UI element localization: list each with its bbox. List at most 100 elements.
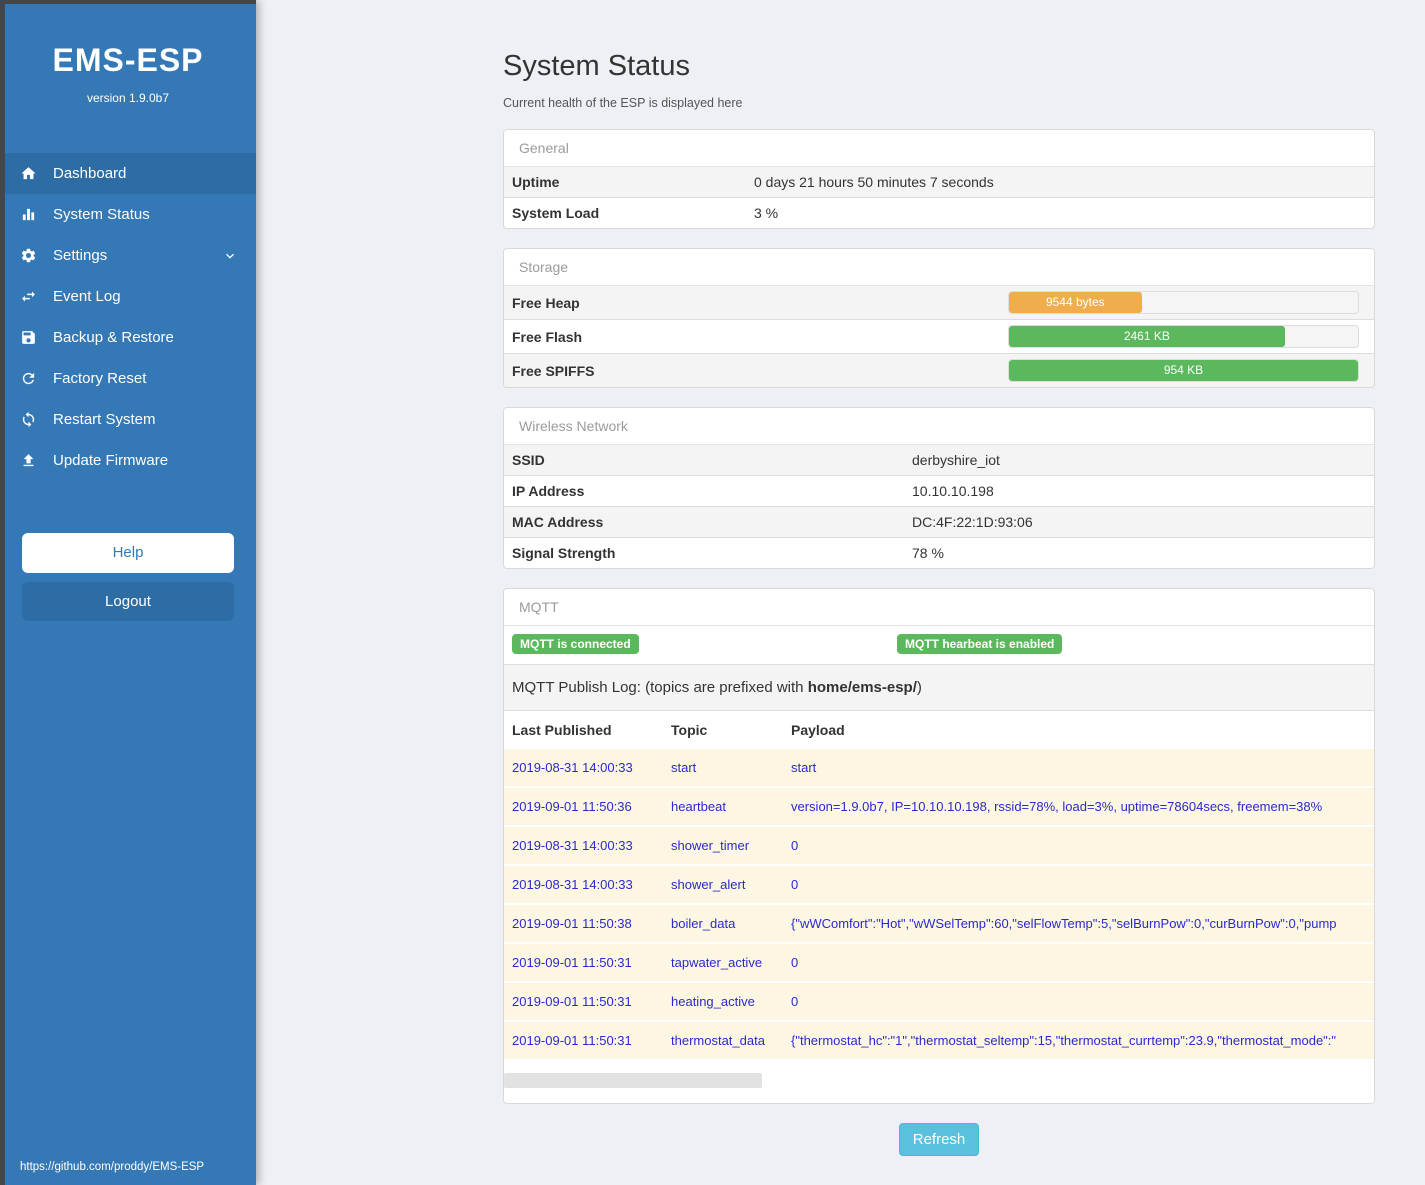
general-card-header: General: [504, 130, 1374, 167]
help-button[interactable]: Help: [22, 533, 234, 573]
sync-icon: [18, 411, 38, 428]
free-heap-row: Free Heap 9544 bytes: [504, 286, 1374, 319]
mqtt-connected-badge: MQTT is connected: [512, 634, 639, 654]
sidebar-item-label: Factory Reset: [53, 370, 147, 387]
page-title: System Status: [503, 50, 690, 82]
ip-address-row: IP Address 10.10.10.198: [504, 475, 1374, 506]
sidebar-item-factory-reset[interactable]: Factory Reset: [0, 358, 256, 399]
sidebar-item-restart-system[interactable]: Restart System: [0, 399, 256, 440]
horizontal-scrollbar[interactable]: [504, 1073, 762, 1088]
sidebar-item-label: Update Firmware: [53, 452, 169, 469]
cell-topic: shower_alert: [671, 877, 746, 892]
system-load-value: 3 %: [754, 205, 779, 221]
window-edge-left: [0, 0, 5, 1185]
storage-card-header: Storage: [504, 249, 1374, 286]
upload-icon: [18, 452, 38, 469]
free-flash-row: Free Flash 2461 KB: [504, 319, 1374, 353]
refresh-button[interactable]: Refresh: [898, 1123, 980, 1156]
ip-address-label: IP Address: [512, 483, 585, 499]
gear-icon: [18, 247, 38, 264]
sidebar-item-system-status[interactable]: System Status: [0, 194, 256, 235]
ssid-label: SSID: [512, 452, 545, 468]
system-load-row: System Load 3 %: [504, 197, 1374, 228]
mqtt-publish-log-title: MQTT Publish Log: (topics are prefixed w…: [504, 664, 1374, 711]
save-icon: [18, 329, 38, 346]
cell-last-published: 2019-09-01 11:50:31: [512, 955, 632, 970]
github-link[interactable]: https://github.com/proddy/EMS-ESP: [20, 1161, 205, 1173]
table-row: 2019-09-01 11:50:31 tapwater_active 0: [504, 944, 1374, 983]
system-load-label: System Load: [512, 205, 600, 221]
col-header-payload: Payload: [791, 722, 845, 738]
cell-payload: start: [791, 760, 817, 775]
table-row: 2019-09-01 11:50:31 thermostat_data {"th…: [504, 1022, 1374, 1061]
uptime-value: 0 days 21 hours 50 minutes 7 seconds: [754, 174, 994, 190]
log-table-header: Last Published Topic Payload: [504, 711, 1374, 749]
general-card: General Uptime 0 days 21 hours 50 minute…: [503, 129, 1375, 229]
sidebar-item-update-firmware[interactable]: Update Firmware: [0, 440, 256, 481]
cell-payload: {"wWComfort":"Hot","wWSelTemp":60,"selFl…: [791, 916, 1337, 931]
free-spiffs-progress-track: 954 KB: [1008, 359, 1359, 382]
cell-topic: heating_active: [671, 994, 755, 1009]
free-spiffs-row: Free SPIFFS 954 KB: [504, 353, 1374, 387]
cell-topic: boiler_data: [671, 916, 736, 931]
table-scroll-area: [504, 1061, 1374, 1103]
mac-address-label: MAC Address: [512, 514, 604, 530]
mqtt-card-header: MQTT: [504, 589, 1374, 626]
mac-address-value: DC:4F:22:1D:93:06: [912, 514, 1033, 530]
col-header-topic: Topic: [671, 722, 708, 738]
cell-topic: start: [671, 760, 697, 775]
sidebar-item-dashboard[interactable]: Dashboard: [0, 153, 256, 194]
cell-payload: version=1.9.0b7, IP=10.10.10.198, rssid=…: [791, 799, 1323, 814]
cell-last-published: 2019-08-31 14:00:33: [512, 760, 633, 775]
wireless-card: Wireless Network SSID derbyshire_iot IP …: [503, 407, 1375, 569]
table-row: 2019-08-31 14:00:33 shower_timer 0: [504, 827, 1374, 866]
table-row: 2019-08-31 14:00:33 start start: [504, 749, 1374, 788]
main-content: System Status Current health of the ESP …: [256, 0, 1425, 1185]
cell-payload: 0: [791, 994, 799, 1009]
cell-last-published: 2019-09-01 11:50:31: [512, 1033, 632, 1048]
sidebar-item-backup-restore[interactable]: Backup & Restore: [0, 317, 256, 358]
sidebar-item-settings[interactable]: Settings: [0, 235, 256, 276]
cell-topic: thermostat_data: [671, 1033, 765, 1048]
uptime-row: Uptime 0 days 21 hours 50 minutes 7 seco…: [504, 167, 1374, 197]
col-header-last-published: Last Published: [512, 722, 612, 738]
table-row: 2019-08-31 14:00:33 shower_alert 0: [504, 866, 1374, 905]
exchange-icon: [18, 288, 38, 305]
mqtt-card: MQTT MQTT is connected MQTT hearbeat is …: [503, 588, 1375, 1104]
free-flash-progress-bar: 2461 KB: [1009, 326, 1285, 347]
ip-address-value: 10.10.10.198: [912, 483, 994, 499]
page-subtitle: Current health of the ESP is displayed h…: [503, 96, 743, 110]
home-icon: [18, 165, 38, 182]
free-heap-progress-track: 9544 bytes: [1008, 291, 1359, 314]
app-version: version 1.9.0b7: [86, 91, 170, 105]
free-heap-label: Free Heap: [512, 294, 580, 311]
logout-button[interactable]: Logout: [22, 582, 234, 621]
sidebar-item-event-log[interactable]: Event Log: [0, 276, 256, 317]
signal-strength-label: Signal Strength: [512, 545, 616, 561]
sidebar-item-label: Dashboard: [53, 165, 127, 182]
mqtt-heartbeat-badge: MQTT hearbeat is enabled: [897, 634, 1063, 654]
ssid-row: SSID derbyshire_iot: [504, 445, 1374, 475]
free-spiffs-progress-bar: 954 KB: [1009, 360, 1358, 381]
cell-topic: tapwater_active: [671, 955, 763, 970]
free-flash-label: Free Flash: [512, 328, 583, 345]
cell-payload: 0: [791, 877, 799, 892]
cell-last-published: 2019-08-31 14:00:33: [512, 877, 633, 892]
table-row: 2019-09-01 11:50:38 boiler_data {"wWComf…: [504, 905, 1374, 944]
rotate-icon: [18, 370, 38, 387]
sidebar: EMS-ESP version 1.9.0b7 Dashboard System…: [0, 0, 256, 1185]
signal-strength-row: Signal Strength 78 %: [504, 537, 1374, 568]
mac-address-row: MAC Address DC:4F:22:1D:93:06: [504, 506, 1374, 537]
publish-log-topic-prefix: home/ems-esp/: [807, 679, 917, 696]
publish-log-suffix: ): [916, 679, 922, 696]
chevron-down-icon: [222, 248, 238, 264]
sidebar-item-label: Restart System: [53, 411, 156, 428]
table-row: 2019-09-01 11:50:36 heartbeat version=1.…: [504, 788, 1374, 827]
publish-log-prefix: MQTT Publish Log: (topics are prefixed w…: [512, 679, 808, 696]
uptime-label: Uptime: [512, 174, 560, 190]
free-flash-progress-track: 2461 KB: [1008, 325, 1359, 348]
window-edge-top: [0, 0, 256, 4]
sidebar-item-label: Event Log: [53, 288, 121, 305]
cell-topic: shower_timer: [671, 838, 750, 853]
